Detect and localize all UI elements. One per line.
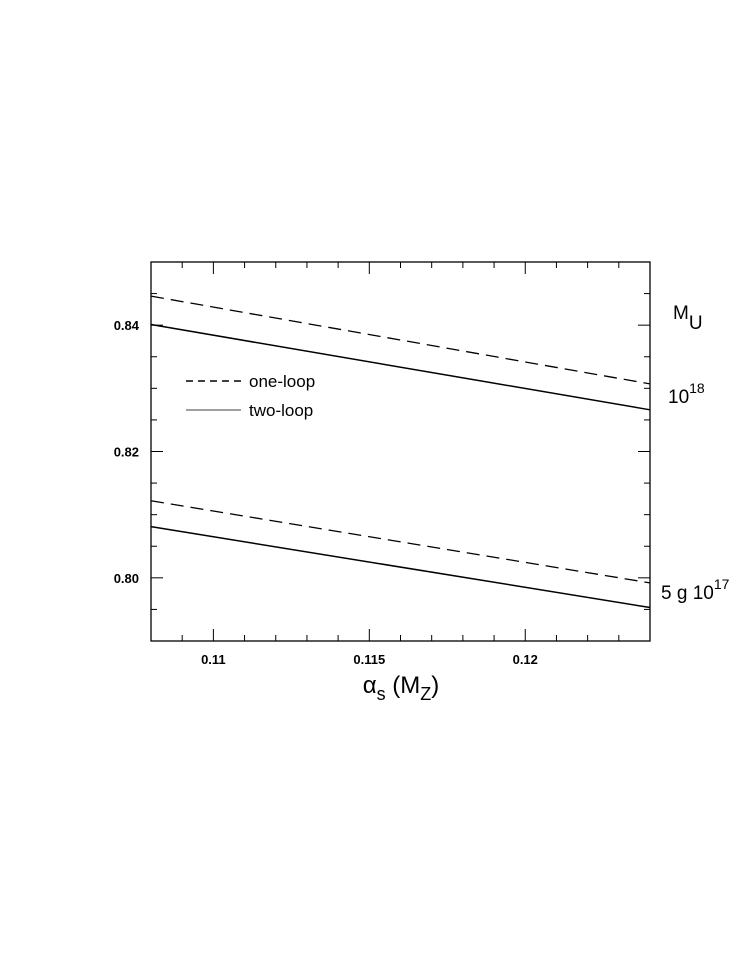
legend-label-two-loop: two-loop xyxy=(249,401,313,420)
side-label-mu-main: M xyxy=(673,303,689,324)
side-labels: MU 1018 5 g 1017 xyxy=(661,303,730,604)
y-tick-label: 0.82 xyxy=(114,445,139,460)
series-upper-two-loop-line xyxy=(150,323,651,411)
x-tick-label: 0.11 xyxy=(201,652,226,667)
x-axis-title-alpha: α xyxy=(363,672,377,699)
legend-label-one-loop: one-loop xyxy=(249,372,315,391)
series-layer xyxy=(150,295,651,609)
series-upper-one-loop-line xyxy=(150,295,651,385)
series-lower-two-loop-line xyxy=(150,525,651,609)
x-tick-label: 0.115 xyxy=(353,652,385,667)
plot-frame xyxy=(150,261,651,642)
side-label-lower: 5 g 1017 xyxy=(661,576,730,604)
x-axis-title-alpha-sub: s xyxy=(377,684,386,704)
x-axis-title-paren: (M xyxy=(386,672,421,699)
y-tick-label: 0.84 xyxy=(114,318,140,333)
side-label-upper-exp: 18 xyxy=(689,380,705,396)
legend: one-loop two-loop xyxy=(186,372,315,420)
side-label-upper-base: 10 xyxy=(668,387,689,408)
side-label-upper: 1018 xyxy=(668,380,705,408)
x-axis-title-z: Z xyxy=(420,684,431,704)
side-label-mu: MU xyxy=(673,303,703,334)
x-tick-label: 0.12 xyxy=(513,652,538,667)
series-lower-one-loop-line xyxy=(150,500,651,584)
side-label-lower-exp: 17 xyxy=(714,576,730,592)
x-axis-title: αs (MZ) xyxy=(363,672,440,704)
x-axis-title-close: ) xyxy=(431,672,439,699)
ticks-layer: 0.11 0.115 0.12 0.80 0.82 0.84 xyxy=(114,261,651,667)
side-label-mu-sub: U xyxy=(689,313,703,334)
y-tick-label: 0.80 xyxy=(114,571,139,586)
side-label-lower-base: 5 g 10 xyxy=(661,583,714,604)
